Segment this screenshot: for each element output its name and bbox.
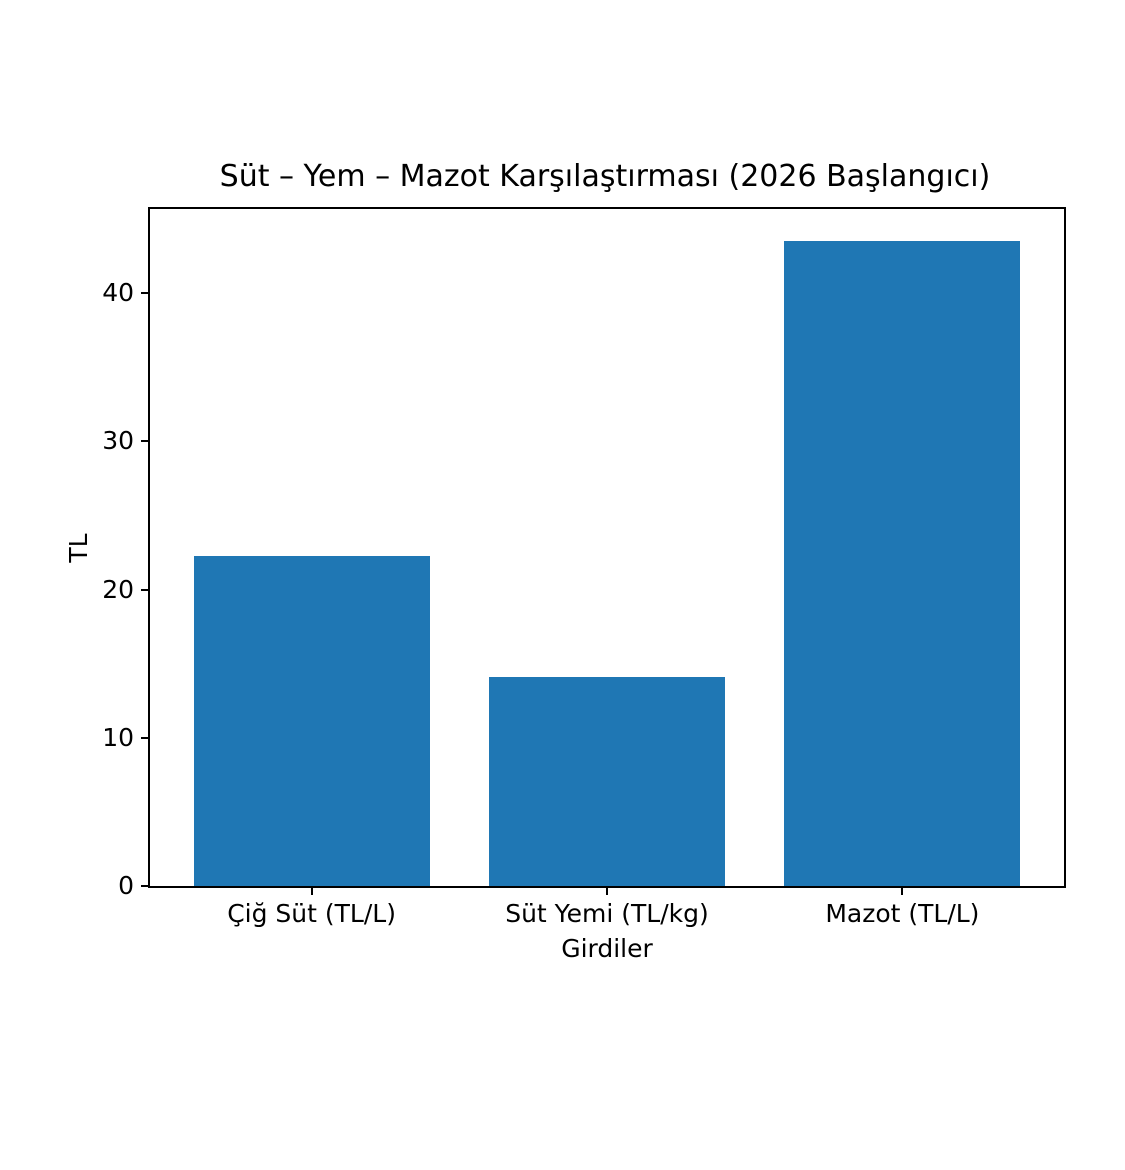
y-tick-label: 0 — [118, 871, 134, 900]
x-tick — [310, 888, 313, 895]
x-axis-label: Girdiler — [561, 934, 653, 963]
y-tick-label: 20 — [102, 574, 134, 604]
y-tick — [141, 292, 148, 295]
y-tick-label: 10 — [102, 722, 134, 752]
y-tick-label: 40 — [102, 278, 134, 308]
y-tick — [141, 588, 148, 591]
x-tick — [901, 888, 904, 895]
y-axis-label: TL — [64, 532, 93, 563]
bar-2 — [488, 677, 725, 886]
y-tick — [141, 736, 148, 739]
x-tick-label: Çiğ Süt (TL/L) — [227, 899, 396, 928]
x-tick-label: Mazot (TL/L) — [825, 899, 980, 928]
chart-title: Süt – Yem – Mazot Karşılaştırması (2026 … — [219, 159, 991, 194]
bar-1 — [193, 555, 430, 886]
x-tick-label: Süt Yemi (TL/kg) — [505, 899, 709, 928]
plot-area: TL Girdiler 0 10 20 30 40 Çiğ Süt (TL/L) Süt Y… — [64, 207, 1066, 963]
y-tick — [141, 440, 148, 443]
y-tick-label: 30 — [102, 426, 134, 456]
bar-3 — [784, 241, 1021, 886]
y-tick — [141, 885, 148, 887]
x-tick — [605, 888, 608, 895]
